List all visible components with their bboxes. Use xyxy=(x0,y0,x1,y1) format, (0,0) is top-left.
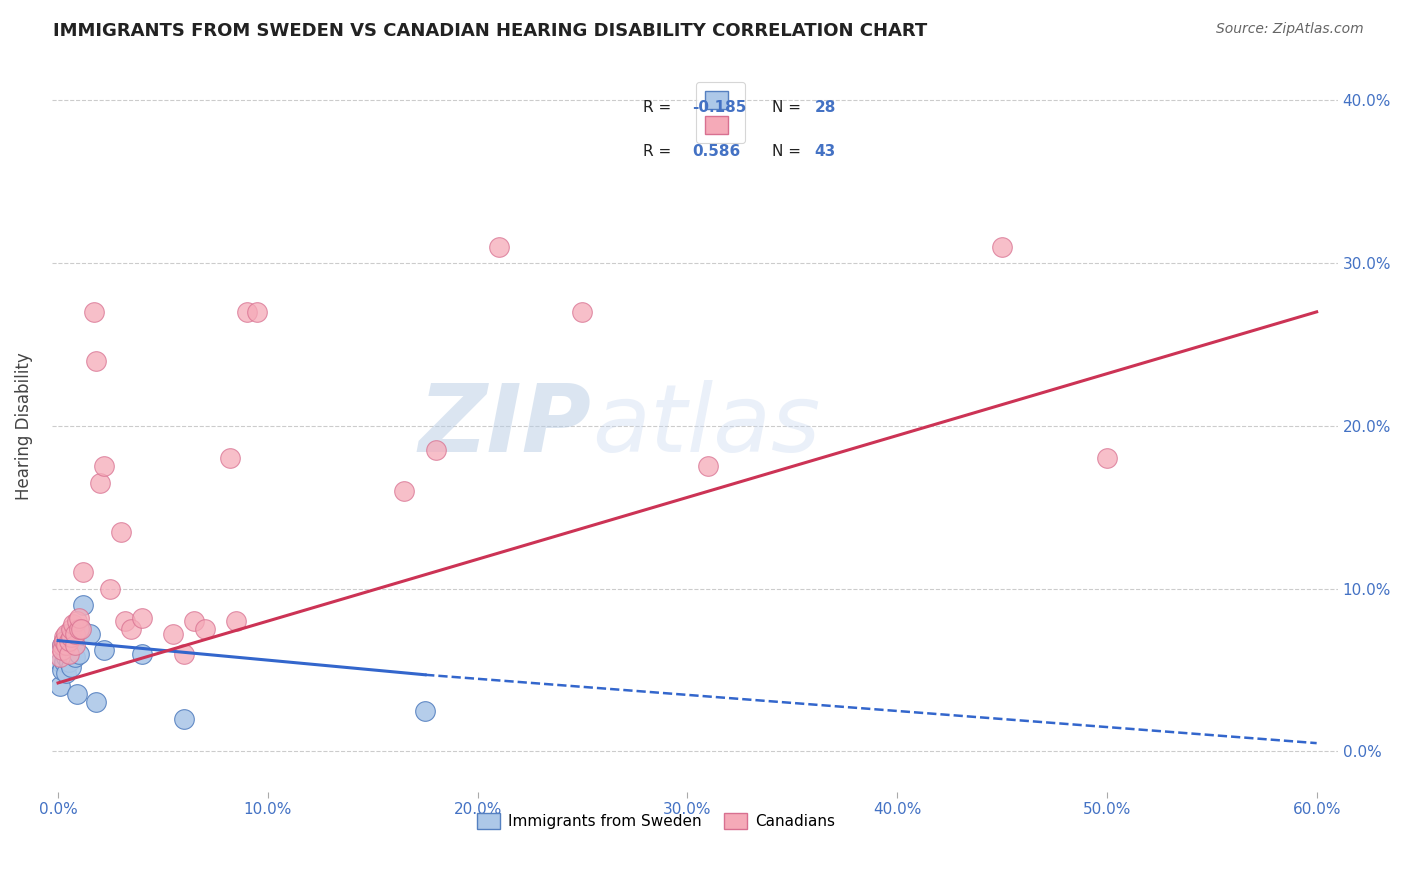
Point xyxy=(173,712,195,726)
Text: 0.586: 0.586 xyxy=(692,144,741,159)
Point xyxy=(66,687,89,701)
Point xyxy=(62,617,84,632)
Point xyxy=(49,649,72,664)
Point xyxy=(53,655,76,669)
Point xyxy=(59,659,82,673)
Point xyxy=(55,639,77,653)
Point xyxy=(173,647,195,661)
Text: IMMIGRANTS FROM SWEDEN VS CANADIAN HEARING DISABILITY CORRELATION CHART: IMMIGRANTS FROM SWEDEN VS CANADIAN HEARI… xyxy=(53,22,928,40)
Point xyxy=(53,633,76,648)
Point xyxy=(1095,451,1118,466)
Point xyxy=(58,633,80,648)
Point xyxy=(59,622,82,636)
Point xyxy=(246,305,269,319)
Point xyxy=(55,649,77,664)
Point xyxy=(100,582,122,596)
Point xyxy=(63,627,86,641)
Text: ZIP: ZIP xyxy=(419,380,592,472)
Point xyxy=(488,240,510,254)
Point xyxy=(66,614,89,628)
Text: Source: ZipAtlas.com: Source: ZipAtlas.com xyxy=(1216,22,1364,37)
Point xyxy=(51,639,73,653)
Point xyxy=(79,627,101,641)
Point xyxy=(93,643,115,657)
Text: atlas: atlas xyxy=(592,380,820,471)
Point xyxy=(425,443,447,458)
Point xyxy=(51,663,73,677)
Point xyxy=(697,459,720,474)
Point xyxy=(236,305,259,319)
Point xyxy=(53,631,76,645)
Point xyxy=(62,639,84,653)
Point xyxy=(93,459,115,474)
Point xyxy=(49,655,72,669)
Point xyxy=(89,475,111,490)
Text: R =: R = xyxy=(644,100,672,115)
Point xyxy=(131,611,153,625)
Point xyxy=(70,622,93,636)
Legend: , : , xyxy=(696,82,745,143)
Text: N =: N = xyxy=(772,100,801,115)
Point xyxy=(51,643,73,657)
Point xyxy=(183,614,205,628)
Text: 28: 28 xyxy=(814,100,835,115)
Point xyxy=(991,240,1014,254)
Point xyxy=(194,622,217,636)
Text: 43: 43 xyxy=(814,144,835,159)
Point xyxy=(114,614,136,628)
Point xyxy=(55,627,77,641)
Text: N =: N = xyxy=(772,144,801,159)
Point xyxy=(55,666,77,681)
Point xyxy=(83,305,105,319)
Point xyxy=(58,627,80,641)
Point xyxy=(53,633,76,648)
Point xyxy=(59,631,82,645)
Point xyxy=(67,611,90,625)
Point xyxy=(413,704,436,718)
Point xyxy=(51,639,73,653)
Point xyxy=(571,305,593,319)
Text: R =: R = xyxy=(644,144,672,159)
Point xyxy=(62,627,84,641)
Point xyxy=(58,633,80,648)
Point xyxy=(225,614,247,628)
Point xyxy=(131,647,153,661)
Point xyxy=(58,647,80,661)
Point xyxy=(110,524,132,539)
Point xyxy=(59,647,82,661)
Point xyxy=(72,566,94,580)
Point xyxy=(58,655,80,669)
Point xyxy=(58,643,80,657)
Point xyxy=(67,622,90,636)
Point xyxy=(63,649,86,664)
Point xyxy=(70,622,93,636)
Text: -0.185: -0.185 xyxy=(692,100,747,115)
Point xyxy=(72,598,94,612)
Point xyxy=(84,353,107,368)
Point xyxy=(63,639,86,653)
Y-axis label: Hearing Disability: Hearing Disability xyxy=(15,352,32,500)
Point xyxy=(55,639,77,653)
Point xyxy=(84,695,107,709)
Point xyxy=(49,679,72,693)
Legend: Immigrants from Sweden, Canadians: Immigrants from Sweden, Canadians xyxy=(471,807,841,836)
Point xyxy=(121,622,143,636)
Point xyxy=(162,627,184,641)
Point xyxy=(219,451,242,466)
Point xyxy=(392,483,415,498)
Point xyxy=(67,647,90,661)
